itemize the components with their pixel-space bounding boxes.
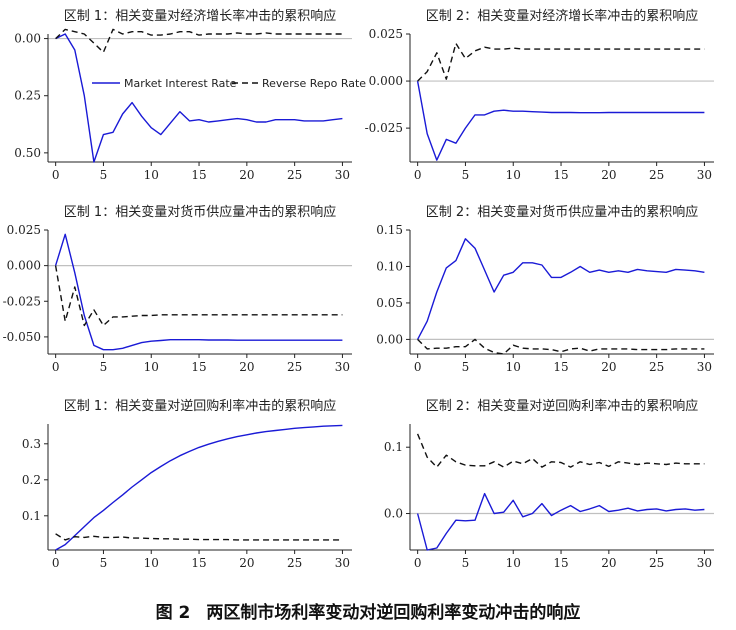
y-tick-label: 0.05 bbox=[376, 296, 403, 310]
caption-text: 两区制市场利率变动对逆回购利率变动冲击的响应 bbox=[206, 603, 581, 623]
chart-panel-6: 区制 2：相关变量对逆回购利率冲击的累积响应 0 5 10 15 20 25 30 0.1 0.0 bbox=[384, 398, 714, 570]
x-tick-label: 10 bbox=[144, 556, 159, 570]
chart-title: 区制 2：相关变量对经济增长率冲击的累积响应 bbox=[426, 8, 698, 24]
y-tick-label: 0.000 bbox=[7, 259, 41, 273]
x-tick-label: 5 bbox=[100, 556, 108, 570]
chart-panel-3: 区制 1：相关变量对货币供应量冲击的累积响应 0 5 10 15 20 25 30 0.025 0… bbox=[3, 204, 352, 374]
series-reverse-repo-rate bbox=[54, 265, 343, 327]
x-tick-label: 15 bbox=[553, 556, 568, 570]
chart-title: 区制 1：相关变量对经济增长率冲击的累积响应 bbox=[64, 8, 336, 24]
y-tick-label: 0.50 bbox=[14, 146, 41, 160]
series-market-interest-rate bbox=[55, 33, 343, 163]
chart-panel-4: 区制 2：相关变量对货币供应量冲击的累积响应 0 5 10 15 20 25 30 0.15 0.… bbox=[376, 204, 714, 374]
x-tick-label: 0 bbox=[414, 168, 422, 182]
y-tick-label: 0.0 bbox=[384, 507, 403, 521]
x-tick-label: 0 bbox=[52, 168, 60, 182]
chart-panel-2: 区制 2：相关变量对经济增长率冲击的累积响应 0 5 10 15 20 25 30 0.025 0… bbox=[365, 8, 714, 182]
chart-panel-5: 区制 1：相关变量对逆回购利率冲击的累积响应 0 5 10 15 20 25 30 0.3 0.2… bbox=[22, 398, 352, 570]
series-market-interest-rate bbox=[416, 80, 705, 161]
legend-label-repo: Reverse Repo Rate bbox=[262, 77, 366, 90]
y-tick-label: 0.025 bbox=[7, 223, 41, 237]
y-tick-label: 0.3 bbox=[22, 437, 41, 451]
x-tick-label: 20 bbox=[239, 168, 254, 182]
x-tick-label: 10 bbox=[144, 360, 159, 374]
series-reverse-repo-rate bbox=[416, 433, 705, 468]
x-tick-label: 30 bbox=[697, 168, 712, 182]
chart-title: 区制 2：相关变量对货币供应量冲击的累积响应 bbox=[426, 204, 698, 220]
series-market-interest-rate bbox=[416, 238, 705, 340]
x-tick-label: 10 bbox=[506, 360, 521, 374]
x-tick-label: 20 bbox=[239, 360, 254, 374]
x-tick-label: 20 bbox=[601, 360, 616, 374]
y-tick-label: 0.00 bbox=[376, 332, 403, 346]
x-tick-label: 0 bbox=[52, 556, 60, 570]
chart-title: 区制 1：相关变量对货币供应量冲击的累积响应 bbox=[64, 204, 336, 220]
x-tick-label: 5 bbox=[462, 168, 470, 182]
y-tick-label: 0.1 bbox=[384, 440, 403, 454]
series-reverse-repo-rate bbox=[55, 28, 343, 53]
x-tick-label: 5 bbox=[100, 168, 108, 182]
x-tick-label: 5 bbox=[462, 556, 470, 570]
x-tick-label: 15 bbox=[553, 168, 568, 182]
x-tick-label: 25 bbox=[287, 168, 302, 182]
x-tick-label: 10 bbox=[144, 168, 159, 182]
x-tick-label: 30 bbox=[697, 360, 712, 374]
y-tick-label: -0.025 bbox=[3, 294, 41, 308]
series-reverse-repo-rate bbox=[55, 533, 343, 541]
x-tick-label: 25 bbox=[649, 556, 664, 570]
y-tick-label: 0.000 bbox=[369, 74, 403, 88]
x-tick-label: 20 bbox=[239, 556, 254, 570]
caption-number: 图 2 bbox=[155, 603, 191, 623]
figure-caption: 图 2 两区制市场利率变动对逆回购利率变动冲击的响应 bbox=[0, 598, 736, 623]
chart-title: 区制 1：相关变量对逆回购利率冲击的累积响应 bbox=[64, 398, 336, 414]
x-tick-label: 25 bbox=[287, 556, 302, 570]
x-tick-label: 30 bbox=[335, 360, 350, 374]
x-tick-label: 30 bbox=[697, 556, 712, 570]
x-tick-label: 5 bbox=[100, 360, 108, 374]
x-tick-label: 5 bbox=[462, 360, 470, 374]
chart-title: 区制 2：相关变量对逆回购利率冲击的累积响应 bbox=[426, 398, 698, 414]
y-tick-label: 0.1 bbox=[22, 509, 41, 523]
x-tick-label: 15 bbox=[191, 360, 206, 374]
y-tick-label: 0.2 bbox=[22, 473, 41, 487]
x-tick-label: 0 bbox=[414, 556, 422, 570]
series-market-interest-rate bbox=[54, 233, 343, 351]
y-tick-label: 0.10 bbox=[376, 259, 403, 273]
series-reverse-repo-rate bbox=[417, 338, 705, 355]
x-tick-label: 25 bbox=[287, 360, 302, 374]
legend-label-market: Market Interest Rate bbox=[124, 77, 237, 90]
x-tick-label: 15 bbox=[191, 168, 206, 182]
x-tick-label: 25 bbox=[649, 360, 664, 374]
x-tick-label: 0 bbox=[414, 360, 422, 374]
x-tick-label: 20 bbox=[601, 168, 616, 182]
x-tick-label: 10 bbox=[506, 168, 521, 182]
y-tick-label: -0.025 bbox=[365, 121, 403, 135]
x-tick-label: 15 bbox=[191, 556, 206, 570]
x-tick-label: 30 bbox=[335, 556, 350, 570]
series-reverse-repo-rate bbox=[417, 42, 705, 82]
y-tick-label: 0.15 bbox=[376, 223, 403, 237]
series-market-interest-rate bbox=[55, 424, 343, 551]
y-tick-label: 0.025 bbox=[369, 27, 403, 41]
y-tick-label: 0.00 bbox=[14, 32, 41, 46]
y-tick-label: 0.25 bbox=[14, 89, 41, 103]
x-tick-label: 0 bbox=[52, 360, 60, 374]
chart-legend: Market Interest Rate Reverse Repo Rate bbox=[92, 77, 366, 90]
x-tick-label: 20 bbox=[601, 556, 616, 570]
x-tick-label: 15 bbox=[553, 360, 568, 374]
x-tick-label: 25 bbox=[649, 168, 664, 182]
chart-panel-1: 区制 1：相关变量对经济增长率冲击的累积响应 0 5 10 15 20 25 30 0.00 0.… bbox=[14, 8, 366, 182]
x-tick-label: 10 bbox=[506, 556, 521, 570]
x-tick-label: 30 bbox=[335, 168, 350, 182]
series-market-interest-rate bbox=[416, 492, 705, 551]
y-tick-label: -0.050 bbox=[3, 330, 41, 344]
